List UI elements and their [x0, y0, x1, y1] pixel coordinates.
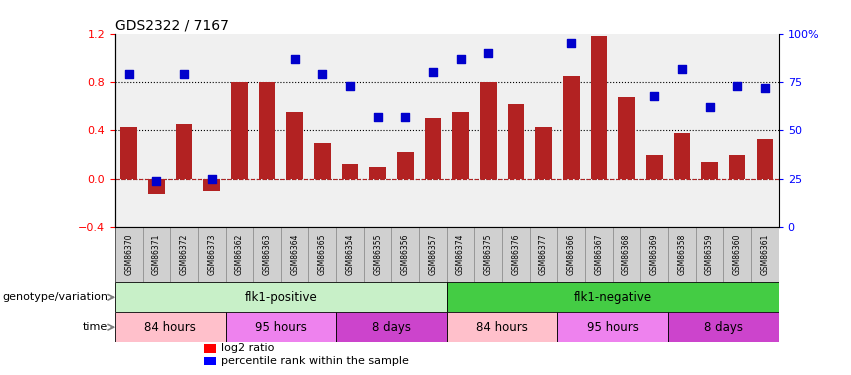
Text: 8 days: 8 days — [704, 321, 743, 334]
Bar — [453, 112, 469, 179]
Text: 95 hours: 95 hours — [255, 321, 306, 334]
Bar — [668, 312, 779, 342]
Text: GSM86358: GSM86358 — [677, 234, 687, 275]
Text: GSM86362: GSM86362 — [235, 234, 244, 275]
Point — [177, 71, 191, 77]
Text: GSM86375: GSM86375 — [483, 234, 493, 276]
Point — [703, 104, 717, 110]
Bar — [480, 82, 496, 179]
Bar — [674, 133, 690, 179]
Point — [758, 85, 772, 91]
Bar — [563, 76, 580, 179]
Text: 84 hours: 84 hours — [477, 321, 528, 334]
Text: genotype/variation: genotype/variation — [3, 292, 108, 302]
Text: GSM86370: GSM86370 — [124, 234, 134, 276]
Text: flk1-negative: flk1-negative — [574, 291, 652, 304]
Point — [232, 17, 246, 23]
Point — [205, 176, 219, 182]
Bar — [591, 36, 608, 179]
Text: GSM86357: GSM86357 — [428, 234, 437, 276]
Bar — [314, 142, 330, 179]
Bar — [259, 82, 275, 179]
Point — [122, 71, 135, 77]
Text: GSM86371: GSM86371 — [151, 234, 161, 275]
Text: GSM86374: GSM86374 — [456, 234, 465, 276]
Point — [150, 178, 163, 184]
Bar — [447, 282, 779, 312]
Bar — [369, 166, 386, 179]
Text: GSM86372: GSM86372 — [180, 234, 189, 275]
Point — [288, 56, 301, 62]
Bar — [226, 312, 336, 342]
Text: 95 hours: 95 hours — [587, 321, 638, 334]
Point — [426, 69, 440, 75]
Bar — [204, 344, 216, 353]
Text: log2 ratio: log2 ratio — [221, 343, 275, 353]
Text: time: time — [83, 322, 108, 332]
Point — [730, 83, 744, 89]
Bar — [646, 154, 662, 179]
Text: GSM86355: GSM86355 — [373, 234, 382, 276]
Point — [482, 50, 495, 56]
Bar — [447, 312, 557, 342]
Point — [564, 40, 578, 46]
Bar — [148, 179, 164, 195]
Bar — [336, 312, 447, 342]
Text: GSM86360: GSM86360 — [733, 234, 742, 276]
Bar — [535, 127, 551, 179]
Bar — [397, 152, 414, 179]
Text: 84 hours: 84 hours — [145, 321, 196, 334]
Point — [620, 21, 633, 27]
Bar — [507, 104, 524, 179]
Bar — [425, 118, 441, 179]
Bar — [557, 312, 668, 342]
Text: 8 days: 8 days — [372, 321, 411, 334]
Text: flk1-positive: flk1-positive — [244, 291, 317, 304]
Bar — [701, 162, 718, 179]
Point — [398, 114, 412, 120]
Text: GSM86364: GSM86364 — [290, 234, 300, 276]
Text: GSM86361: GSM86361 — [760, 234, 769, 275]
Point — [509, 15, 523, 21]
Point — [592, 0, 606, 2]
Bar — [203, 179, 220, 191]
Text: GSM86367: GSM86367 — [594, 234, 603, 276]
Text: GSM86369: GSM86369 — [649, 234, 659, 276]
Point — [454, 56, 467, 62]
Bar — [342, 164, 358, 179]
Bar — [115, 282, 447, 312]
Point — [648, 93, 661, 99]
Text: GSM86368: GSM86368 — [622, 234, 631, 275]
Text: GSM86366: GSM86366 — [567, 234, 576, 276]
Text: GSM86377: GSM86377 — [539, 234, 548, 276]
Text: GSM86365: GSM86365 — [317, 234, 327, 276]
Bar — [121, 127, 137, 179]
Text: GSM86354: GSM86354 — [346, 234, 355, 276]
Bar — [728, 154, 745, 179]
Bar — [618, 97, 635, 179]
Text: GSM86356: GSM86356 — [401, 234, 410, 276]
Point — [675, 66, 688, 72]
Text: GDS2322 / 7167: GDS2322 / 7167 — [115, 19, 229, 33]
Point — [371, 114, 385, 120]
Text: GSM86376: GSM86376 — [511, 234, 521, 276]
Point — [316, 71, 329, 77]
Bar — [176, 124, 192, 179]
Bar — [115, 312, 226, 342]
Point — [260, 21, 274, 27]
Text: GSM86359: GSM86359 — [705, 234, 714, 276]
Bar — [231, 82, 248, 179]
Text: GSM86363: GSM86363 — [262, 234, 271, 276]
Point — [537, 17, 551, 23]
Point — [343, 83, 357, 89]
Text: percentile rank within the sample: percentile rank within the sample — [221, 356, 409, 366]
Bar — [286, 112, 303, 179]
Bar — [757, 139, 773, 179]
Text: GSM86373: GSM86373 — [207, 234, 216, 276]
Bar — [204, 357, 216, 366]
